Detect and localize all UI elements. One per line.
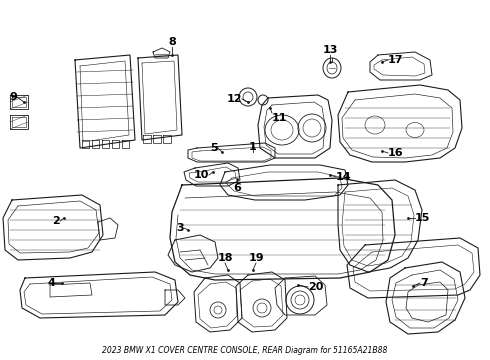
Text: 19: 19	[248, 253, 264, 263]
Text: 2: 2	[52, 216, 60, 226]
Text: 15: 15	[415, 213, 430, 223]
Text: 18: 18	[217, 253, 233, 263]
Text: 8: 8	[168, 37, 176, 47]
Text: 4: 4	[47, 278, 55, 288]
Text: 5: 5	[210, 143, 218, 153]
Text: 12: 12	[226, 94, 242, 104]
Text: 10: 10	[194, 170, 209, 180]
Text: 11: 11	[272, 113, 288, 123]
Text: 13: 13	[322, 45, 338, 55]
Text: 17: 17	[388, 55, 403, 65]
Text: 16: 16	[388, 148, 404, 158]
Text: 1: 1	[249, 142, 257, 152]
Text: 14: 14	[336, 172, 352, 182]
Text: 2023 BMW X1 COVER CENTRE CONSOLE, REAR Diagram for 51165A21B88: 2023 BMW X1 COVER CENTRE CONSOLE, REAR D…	[102, 346, 388, 355]
Text: 20: 20	[308, 282, 323, 292]
Text: 3: 3	[176, 223, 184, 233]
Text: 9: 9	[9, 92, 17, 102]
Text: 6: 6	[233, 183, 241, 193]
Text: 7: 7	[420, 278, 428, 288]
